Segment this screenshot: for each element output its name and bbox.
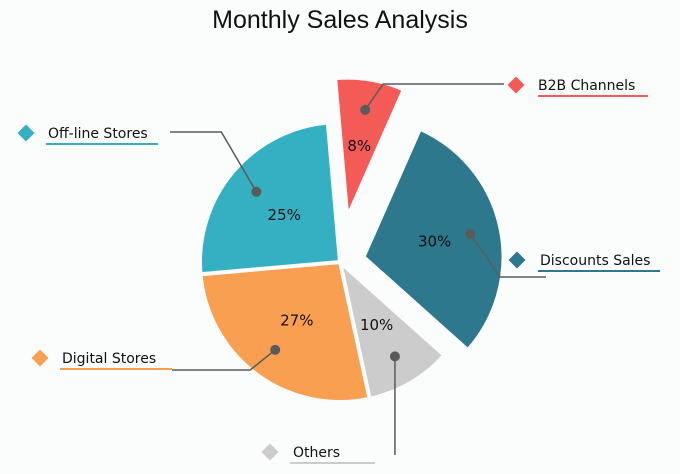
leader-dot [251, 186, 262, 197]
leader-dot [465, 228, 476, 239]
legend-diamond-icon [507, 76, 525, 94]
pie-slice-digital-stores [198, 259, 372, 404]
leader-dot [389, 351, 400, 362]
leader-line [170, 131, 257, 193]
legend-label: Off-line Stores [48, 126, 148, 142]
legend-label: Discounts Sales [540, 253, 650, 269]
legend-diamond-icon [508, 251, 526, 269]
legend-label: Others [293, 445, 340, 461]
slice-percent-label: 30% [418, 233, 451, 251]
legend-diamond-icon [31, 349, 49, 367]
legend-label: B2B Channels [538, 78, 635, 94]
leader-line [172, 349, 276, 371]
slice-percent-label: 25% [268, 206, 301, 224]
legend-label: Digital Stores [62, 351, 156, 367]
pie-slice-b2b-channels [332, 75, 407, 219]
legend-diamond-icon [17, 124, 35, 142]
slice-percent-label: 8% [347, 137, 371, 155]
leader-line [469, 233, 546, 278]
leader-line [364, 83, 504, 111]
slice-percent-label: 27% [280, 312, 313, 330]
pie-slice-discounts-sales [361, 126, 506, 354]
leader-dot [270, 344, 281, 355]
slice-percent-label: 10% [360, 316, 393, 334]
legend-diamond-icon [261, 443, 279, 461]
pie-slice-off-line-stores [198, 120, 343, 277]
leader-dot [360, 104, 371, 115]
chart-title: Monthly Sales Analysis [212, 6, 468, 34]
